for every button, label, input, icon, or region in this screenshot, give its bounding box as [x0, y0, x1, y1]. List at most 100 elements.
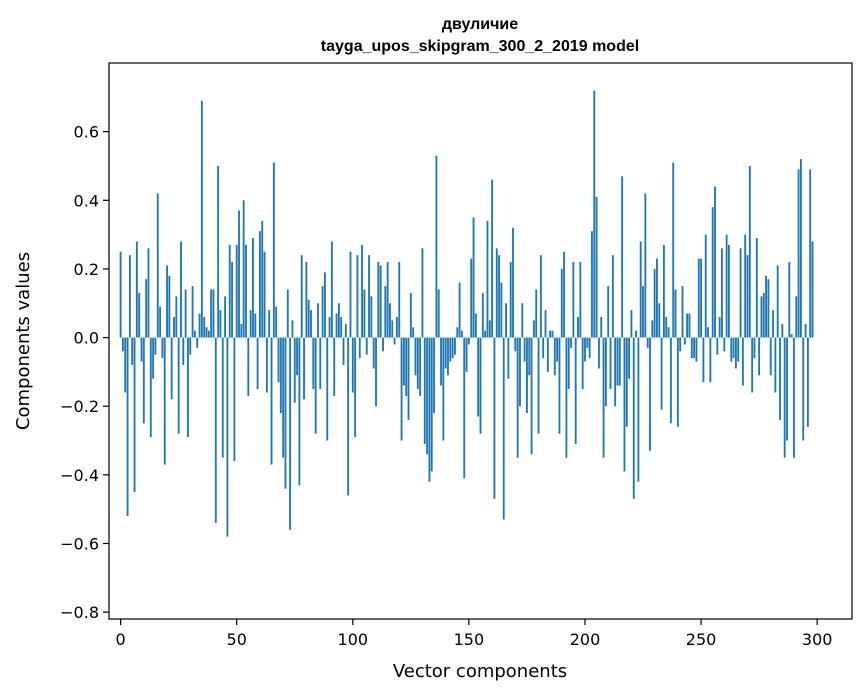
bar-202 — [588, 337, 591, 359]
bar-165 — [502, 337, 505, 520]
bar-144 — [454, 337, 456, 355]
bar-175 — [526, 337, 528, 414]
bar-36 — [203, 316, 206, 338]
bar-190 — [560, 268, 563, 338]
bar-2 — [124, 337, 127, 393]
x-axis-ticks: 0 50 100 150 200 250 300 — [116, 619, 832, 649]
bar-76 — [296, 337, 298, 376]
bar-278 — [765, 275, 768, 338]
bar-181 — [539, 255, 542, 338]
bar-82 — [310, 310, 312, 338]
bar-20 — [166, 265, 168, 338]
bar-192 — [565, 337, 568, 458]
bar-158 — [486, 220, 489, 338]
bar-277 — [762, 292, 765, 338]
bar-171 — [516, 337, 519, 458]
bar-106 — [365, 337, 368, 355]
bar-212 — [611, 255, 614, 338]
bar-19 — [163, 337, 166, 465]
bar-201 — [586, 337, 589, 348]
bar-211 — [609, 337, 612, 390]
bar-100 — [351, 337, 354, 393]
bar-10 — [142, 337, 145, 424]
bar-172 — [519, 337, 521, 407]
bar-78 — [300, 255, 303, 338]
bar-132 — [426, 337, 429, 455]
bar-142 — [449, 337, 452, 362]
bar-146 — [458, 282, 461, 338]
bar-149 — [465, 337, 468, 372]
bar-96 — [342, 337, 345, 366]
bar-123 — [405, 337, 408, 396]
bar-22 — [170, 337, 173, 400]
bar-224 — [639, 241, 642, 338]
x-tick-label: 250 — [686, 630, 717, 649]
bar-219 — [628, 337, 631, 379]
bar-241 — [679, 337, 682, 352]
bar-42 — [217, 165, 220, 338]
bar-117 — [391, 320, 394, 338]
x-tick-label: 150 — [454, 630, 485, 649]
x-tick-label: 100 — [338, 630, 369, 649]
bar-64 — [268, 310, 271, 338]
bar-258 — [718, 316, 721, 338]
bar-237 — [669, 337, 672, 424]
bar-75 — [293, 337, 296, 403]
bar-69 — [279, 337, 282, 414]
bar-131 — [423, 337, 426, 444]
bar-15 — [154, 337, 157, 355]
bar-197 — [577, 316, 579, 338]
bar-157 — [484, 330, 487, 338]
bar-0 — [119, 251, 122, 338]
bar-18 — [161, 337, 164, 359]
bar-43 — [219, 310, 222, 338]
bar-243 — [683, 337, 686, 345]
bar-183 — [544, 310, 547, 338]
bar-88 — [324, 272, 326, 338]
bar-99 — [349, 251, 352, 338]
x-tick-label: 50 — [227, 630, 247, 649]
bar-186 — [551, 330, 554, 338]
bar-68 — [277, 337, 280, 383]
bar-67 — [275, 306, 278, 338]
bar-71 — [284, 337, 287, 489]
bar-280 — [769, 337, 772, 376]
bar-233 — [660, 337, 663, 410]
bar-249 — [697, 258, 700, 338]
chart-title: двуличие — [442, 16, 518, 33]
bar-266 — [737, 337, 740, 362]
y-axis-label: Components values — [13, 252, 34, 430]
bar-246 — [690, 337, 693, 359]
bar-167 — [507, 337, 510, 379]
bar-234 — [663, 244, 665, 338]
bar-262 — [728, 244, 730, 338]
bar-187 — [553, 337, 556, 376]
bar-245 — [688, 313, 691, 338]
bar-207 — [600, 316, 603, 338]
bar-247 — [693, 337, 696, 359]
bar-248 — [695, 337, 698, 362]
bar-139 — [442, 337, 445, 441]
bar-147 — [461, 330, 463, 338]
bar-194 — [570, 337, 572, 348]
bar-108 — [370, 296, 373, 338]
bar-39 — [210, 289, 213, 338]
bar-268 — [741, 337, 744, 386]
bar-265 — [734, 337, 737, 369]
bar-290 — [793, 337, 795, 458]
bar-86 — [319, 337, 322, 390]
y-tick-label: −0.6 — [60, 534, 99, 553]
bar-3 — [126, 337, 129, 517]
bar-259 — [721, 248, 723, 338]
bar-273 — [753, 337, 756, 359]
bar-180 — [537, 337, 540, 434]
x-axis-label: Vector components — [393, 661, 567, 682]
bar-103 — [358, 337, 361, 359]
bar-29 — [187, 337, 189, 438]
bar-242 — [681, 286, 684, 338]
bar-226 — [644, 193, 647, 338]
bar-115 — [386, 262, 389, 338]
bar-122 — [402, 337, 405, 386]
bar-116 — [389, 303, 391, 338]
